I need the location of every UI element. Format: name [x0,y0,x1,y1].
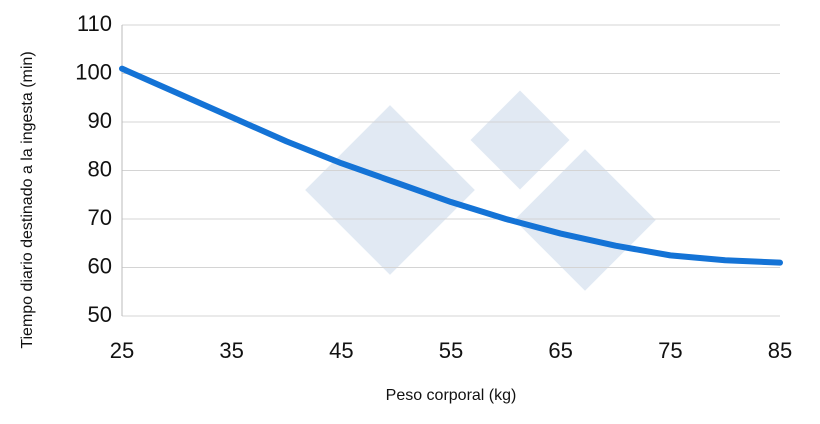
y-tick-label: 80 [88,156,112,181]
data-line [119,65,783,266]
y-tick-label: 70 [88,205,112,230]
x-tick-label: 75 [658,338,682,363]
y-tick-label: 60 [88,253,112,278]
x-tick-label: 55 [439,338,463,363]
x-tick-label: 25 [110,338,134,363]
x-tick-label: 85 [768,338,792,363]
y-tick-label: 50 [88,302,112,327]
x-axis-title: Peso corporal (kg) [386,387,517,404]
x-tick-label: 45 [329,338,353,363]
y-tick-label: 90 [88,108,112,133]
x-tick-label: 65 [548,338,572,363]
y-axis-title: Tiempo diario destinado a la ingesta (mi… [19,51,36,348]
y-tick-label: 100 [75,59,112,84]
x-tick-label: 35 [219,338,243,363]
y-tick-label: 110 [77,11,112,36]
watermark [305,90,656,291]
